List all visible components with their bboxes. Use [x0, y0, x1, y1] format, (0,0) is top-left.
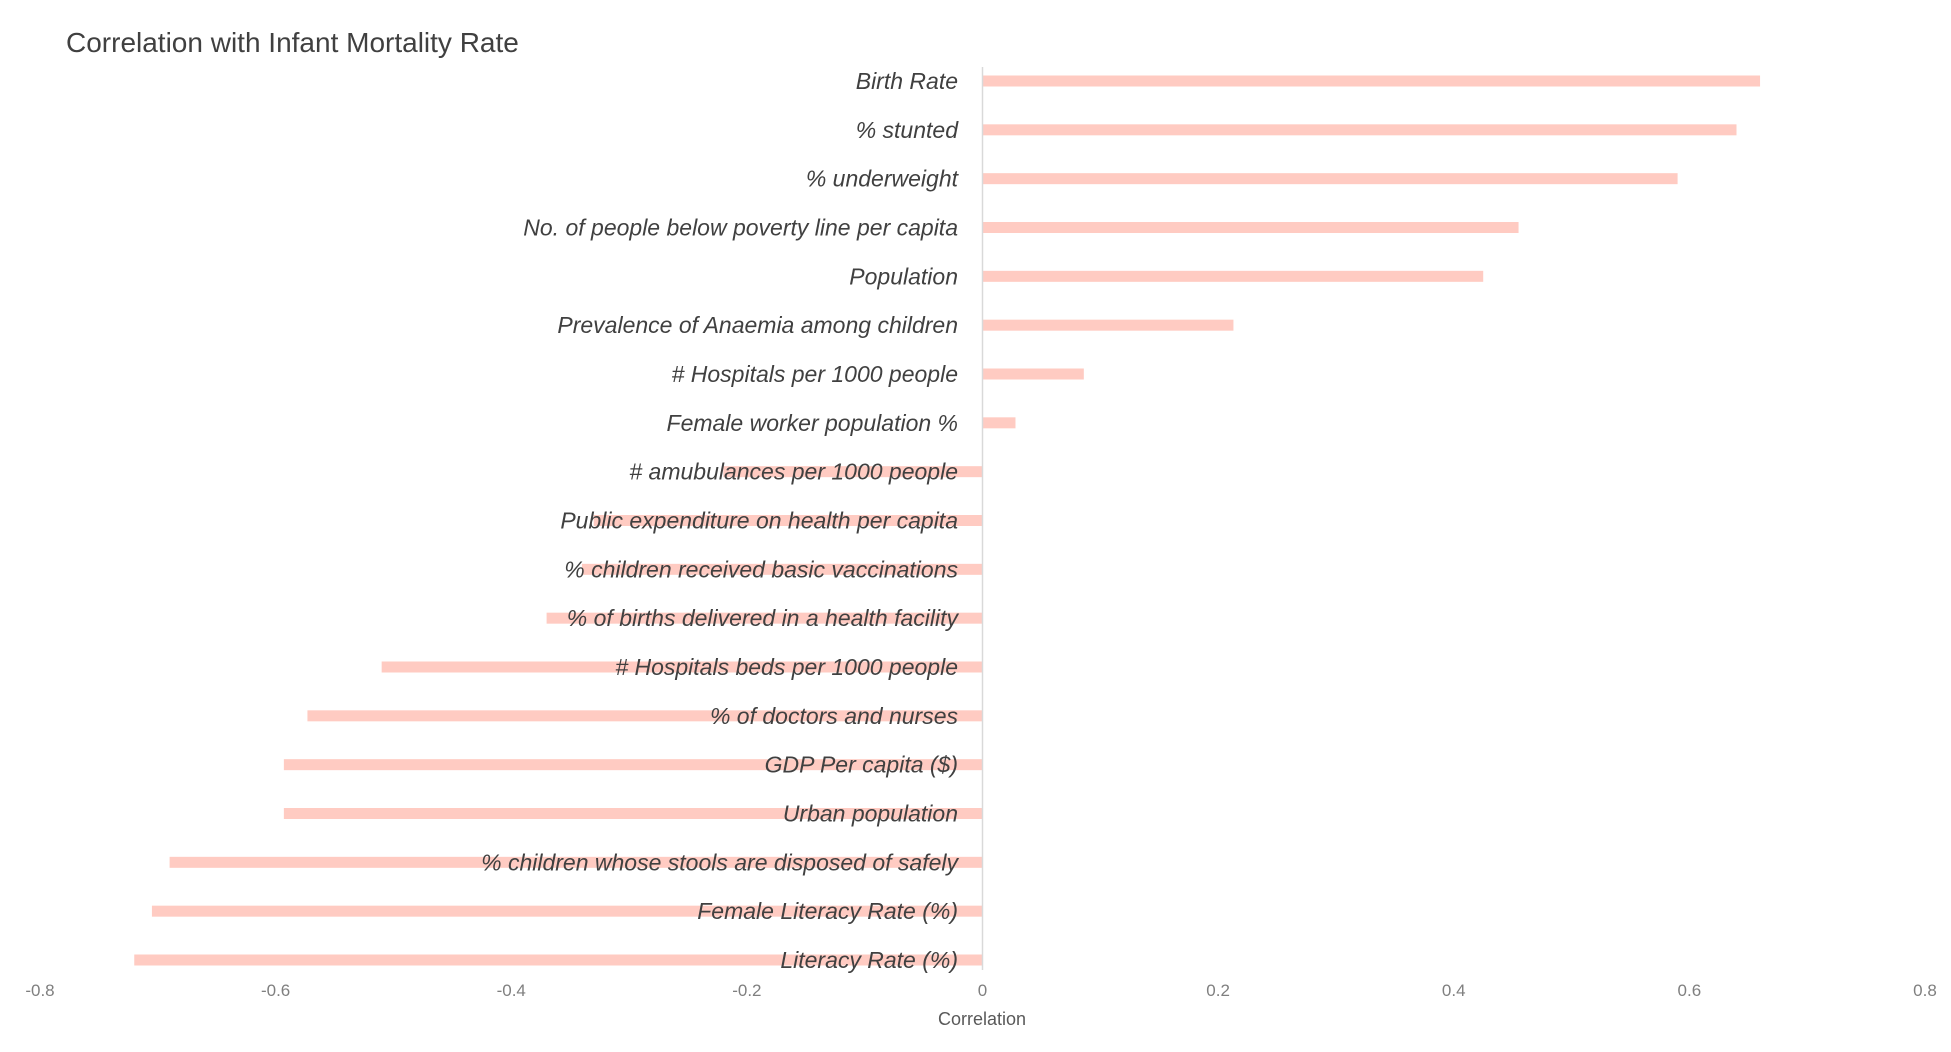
category-label: Prevalence of Anaemia among children: [557, 312, 958, 338]
category-label: Literacy Rate (%): [780, 947, 958, 973]
category-label: % children whose stools are disposed of …: [481, 849, 959, 875]
category-label: Population: [849, 263, 958, 289]
bar: [546, 612, 983, 624]
bar: [982, 368, 1084, 380]
x-tick-label: -0.2: [732, 981, 761, 1000]
category-labels: Birth Rate % stunted % underweight No. of p…: [481, 68, 959, 973]
category-label: Female worker population %: [667, 410, 958, 436]
chart-title: Correlation with Infant Mortality Rate: [66, 27, 519, 58]
bar: [169, 856, 983, 868]
bar: [982, 222, 1519, 233]
category-label: Public expenditure on health per capita: [560, 508, 958, 534]
bar: [593, 515, 983, 526]
bar: [381, 661, 983, 673]
category-label: % of doctors and nurses: [710, 703, 959, 729]
category-label: % children received basic vaccinations: [564, 556, 958, 582]
category-label: # Hospitals per 1000 people: [672, 361, 958, 387]
category-label: No. of people below poverty line per cap…: [523, 215, 958, 241]
category-label: % underweight: [806, 166, 960, 192]
x-tick-label: 0.6: [1678, 981, 1702, 1000]
category-label: % of births delivered in a health facili…: [567, 605, 960, 631]
bar: [283, 808, 983, 819]
x-axis-title: Correlation: [938, 1009, 1026, 1029]
bar: [982, 270, 1484, 282]
category-label: Female Literacy Rate (%): [697, 898, 958, 924]
x-tick-label: 0.4: [1442, 981, 1466, 1000]
x-tick-label: -0.4: [497, 981, 526, 1000]
x-tick-label: 0: [978, 981, 987, 1000]
category-label: # Hospitals beds per 1000 people: [615, 654, 958, 680]
bar: [134, 954, 983, 966]
category-label: Urban population: [783, 801, 958, 827]
x-tick-label: 0.2: [1206, 981, 1230, 1000]
bar: [581, 563, 983, 575]
x-tick-label: -0.6: [261, 981, 290, 1000]
category-label: GDP Per capita ($): [765, 752, 958, 778]
x-tick-label: 0.8: [1913, 981, 1937, 1000]
bar: [982, 75, 1761, 87]
bar: [982, 417, 1016, 429]
bar: [982, 319, 1234, 331]
category-label: # amubulances per 1000 people: [629, 459, 958, 485]
bar: [723, 466, 983, 478]
bar: [982, 124, 1737, 136]
category-label: Birth Rate: [856, 68, 958, 94]
bars-layer: [134, 75, 1761, 966]
x-tick-label: -0.8: [25, 981, 54, 1000]
bar: [151, 905, 983, 917]
x-axis-ticks: -0.8 -0.6 -0.4 -0.2 0 0.2 0.4 0.6 0.8: [25, 981, 1936, 1000]
bar: [982, 173, 1678, 185]
bar: [307, 710, 983, 722]
bar: [283, 759, 983, 771]
category-label: % stunted: [856, 117, 959, 143]
